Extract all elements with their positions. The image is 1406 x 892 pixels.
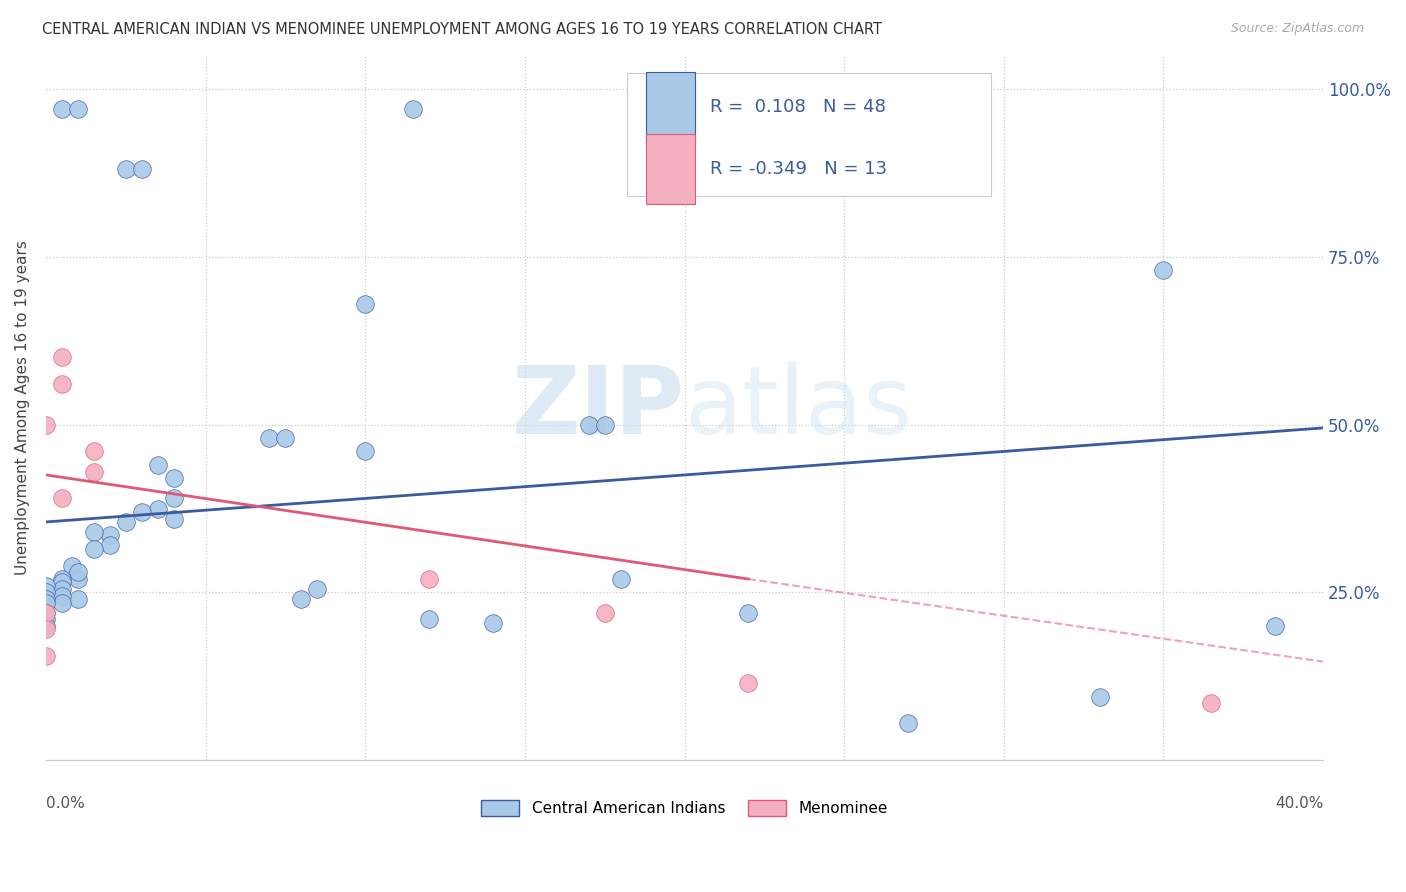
Point	[35, 417, 58, 432]
Point	[578, 417, 600, 432]
Point	[114, 162, 136, 177]
Text: 40.0%: 40.0%	[1275, 796, 1323, 811]
Point	[307, 582, 329, 596]
FancyBboxPatch shape	[647, 72, 695, 143]
Point	[593, 417, 616, 432]
Point	[35, 606, 58, 620]
Point	[51, 575, 73, 590]
Point	[1153, 263, 1175, 277]
Text: 0.0%: 0.0%	[46, 796, 84, 811]
Point	[83, 465, 105, 479]
Point	[51, 595, 73, 609]
Point	[593, 606, 616, 620]
Point	[66, 572, 89, 586]
Point	[1088, 690, 1111, 704]
Point	[83, 444, 105, 458]
Text: Source: ZipAtlas.com: Source: ZipAtlas.com	[1230, 22, 1364, 36]
Point	[66, 102, 89, 116]
Point	[146, 458, 169, 472]
Point	[35, 612, 58, 626]
Point	[35, 595, 58, 609]
Point	[35, 606, 58, 620]
FancyBboxPatch shape	[647, 134, 695, 204]
Point	[98, 538, 121, 552]
Point	[354, 444, 377, 458]
Text: ZIP: ZIP	[512, 362, 685, 454]
Point	[51, 572, 73, 586]
Point	[35, 585, 58, 599]
Point	[35, 619, 58, 633]
Point	[131, 505, 153, 519]
Point	[66, 592, 89, 607]
Point	[274, 431, 297, 445]
Point	[114, 515, 136, 529]
Point	[163, 471, 186, 485]
Point	[51, 582, 73, 596]
Text: R =  0.108   N = 48: R = 0.108 N = 48	[710, 98, 886, 116]
Point	[163, 511, 186, 525]
Point	[354, 296, 377, 310]
Point	[418, 572, 440, 586]
Point	[163, 491, 186, 506]
Text: CENTRAL AMERICAN INDIAN VS MENOMINEE UNEMPLOYMENT AMONG AGES 16 TO 19 YEARS CORR: CENTRAL AMERICAN INDIAN VS MENOMINEE UNE…	[42, 22, 882, 37]
Point	[897, 716, 920, 731]
Point	[146, 501, 169, 516]
Point	[1264, 619, 1286, 633]
Point	[35, 592, 58, 607]
Point	[51, 102, 73, 116]
Point	[35, 623, 58, 637]
Point	[737, 606, 759, 620]
Point	[98, 528, 121, 542]
Point	[60, 558, 83, 573]
Point	[35, 649, 58, 664]
Text: R = -0.349   N = 13: R = -0.349 N = 13	[710, 160, 887, 178]
Point	[418, 612, 440, 626]
Point	[290, 592, 312, 607]
Point	[1201, 696, 1223, 710]
Point	[83, 524, 105, 539]
Point	[482, 615, 505, 630]
Point	[51, 377, 73, 392]
Point	[51, 491, 73, 506]
Y-axis label: Unemployment Among Ages 16 to 19 years: Unemployment Among Ages 16 to 19 years	[15, 240, 30, 575]
Point	[609, 572, 631, 586]
Point	[737, 676, 759, 690]
Point	[259, 431, 281, 445]
Point	[402, 102, 425, 116]
Point	[51, 351, 73, 365]
Text: atlas: atlas	[685, 362, 912, 454]
Point	[83, 541, 105, 556]
FancyBboxPatch shape	[627, 73, 991, 196]
Point	[35, 579, 58, 593]
Point	[51, 589, 73, 603]
Point	[131, 162, 153, 177]
Point	[66, 566, 89, 580]
Legend: Central American Indians, Menominee: Central American Indians, Menominee	[481, 800, 887, 816]
